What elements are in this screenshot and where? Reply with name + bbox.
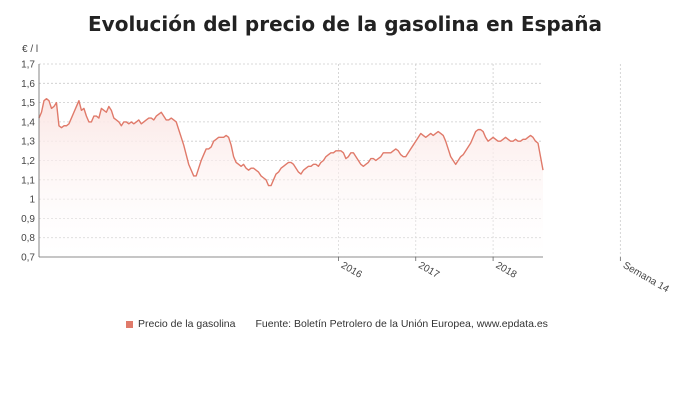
y-tick-label: 1,5 — [21, 98, 35, 109]
y-tick-label: 0,7 — [21, 253, 35, 264]
y-tick-label: 1,1 — [21, 175, 35, 186]
y-tick-label: 0,9 — [21, 214, 35, 225]
y-tick-label: 1,6 — [21, 79, 35, 90]
y-tick-label: 0,8 — [21, 233, 35, 244]
series-line — [38, 98, 544, 187]
x-tick-label: Semana 14 — [621, 260, 671, 295]
legend-series-label: Precio de la gasolina — [138, 318, 236, 330]
y-axis-unit-label: € / l — [22, 44, 39, 55]
y-tick-label: 1,2 — [21, 156, 35, 167]
y-tick-label: 1,4 — [21, 117, 35, 128]
x-tick-label: 2017 — [416, 260, 441, 281]
chart-title: Evolución del precio de la gasolina en E… — [88, 12, 602, 36]
y-tick-label: 1,3 — [21, 137, 35, 148]
chart-source: Fuente: Boletín Petrolero de la Unión Eu… — [255, 318, 548, 330]
x-tick-label: 2016 — [339, 260, 364, 281]
y-tick-label: 1,7 — [21, 60, 35, 71]
legend-swatch — [126, 320, 133, 328]
x-tick-label: 2018 — [494, 260, 519, 281]
series-area — [39, 98, 543, 258]
chart-legend: Precio de la gasolina Fuente: Boletín Pe… — [126, 318, 548, 330]
y-tick-label: 1 — [29, 195, 35, 206]
